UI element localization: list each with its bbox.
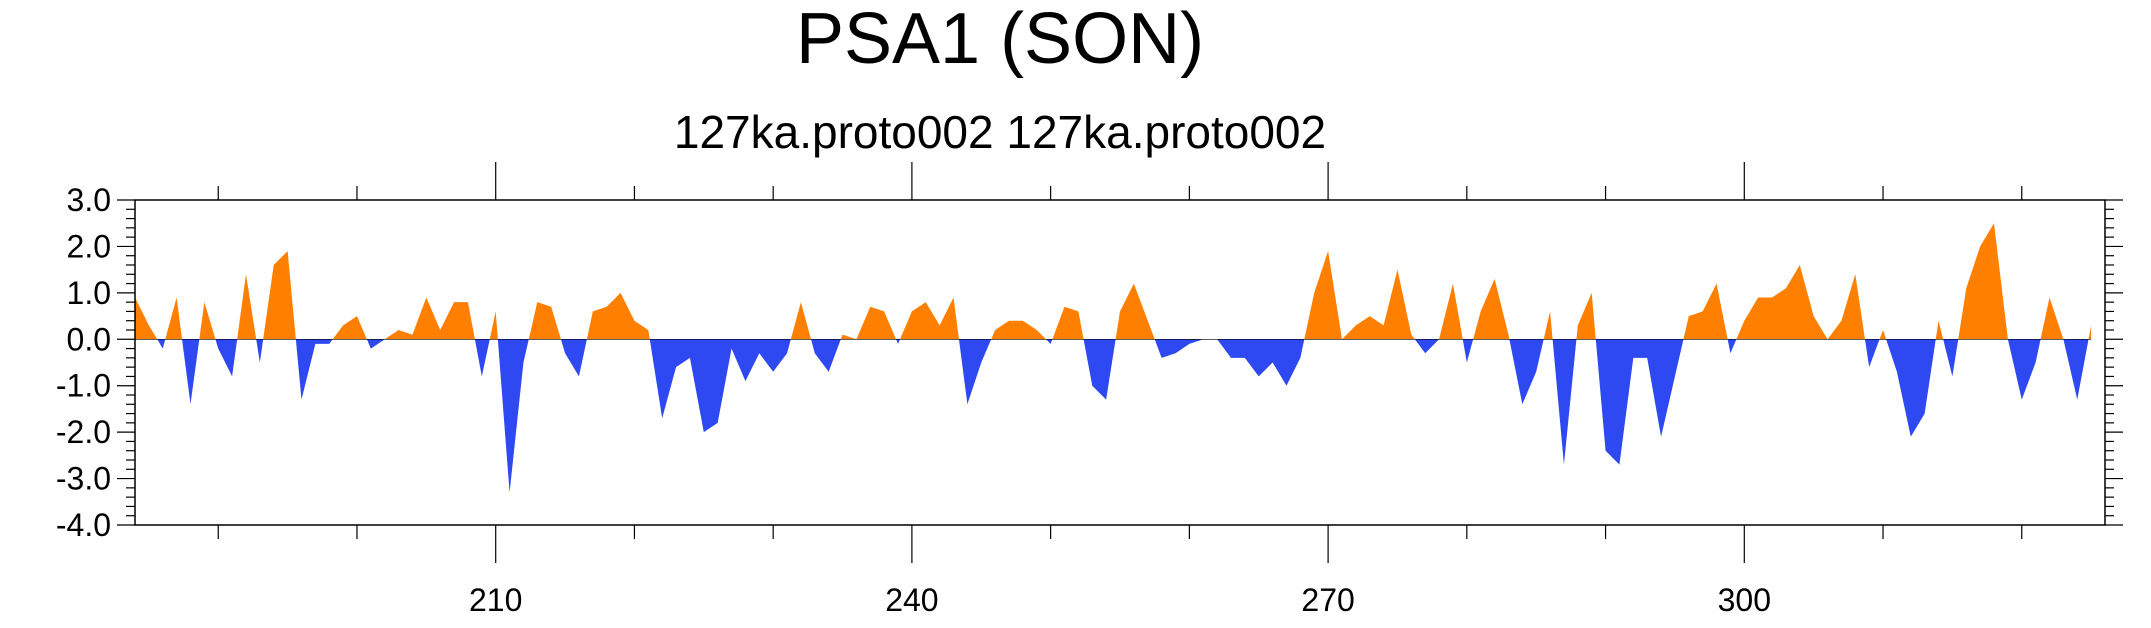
- negative-area-45: [1727, 339, 1737, 354]
- positive-area-46: [1736, 265, 1865, 340]
- positive-area-8: [263, 251, 296, 340]
- negative-area-43: [1595, 339, 1684, 465]
- positive-area-42: [1576, 292, 1596, 340]
- negative-area-55: [2063, 339, 2089, 400]
- positive-area-14: [489, 311, 498, 340]
- negative-area-29: [1083, 339, 1116, 400]
- positive-area-48: [1879, 330, 1887, 340]
- negative-area-3: [182, 339, 200, 405]
- negative-area-13: [474, 339, 490, 377]
- negative-area-25: [958, 339, 992, 405]
- positive-area-38: [1473, 278, 1510, 340]
- positive-area-16: [528, 302, 561, 340]
- negative-area-11: [366, 339, 385, 349]
- y-tick-label: 2.0: [67, 228, 111, 264]
- negative-area-9: [295, 339, 333, 400]
- negative-area-41: [1552, 339, 1577, 465]
- series-area-group: [135, 223, 2092, 493]
- y-tick-label: -2.0: [56, 414, 111, 450]
- x-tick-label: 270: [1301, 582, 1354, 618]
- negative-area-7: [256, 339, 264, 363]
- negative-area-35: [1414, 339, 1440, 354]
- chart-title: PSA1 (SON): [796, 0, 1204, 79]
- chart-subtitle: 127ka.proto002 127ka.proto002: [674, 106, 1326, 158]
- positive-area-36: [1439, 283, 1463, 340]
- positive-area-56: [2088, 325, 2092, 340]
- positive-area-4: [199, 302, 216, 340]
- y-tick-label: -1.0: [56, 368, 111, 404]
- positive-area-10: [332, 316, 367, 340]
- positive-area-26: [991, 320, 1047, 340]
- y-tick-label: -4.0: [56, 507, 111, 543]
- negative-area-53: [2007, 339, 2041, 400]
- positive-area-12: [384, 297, 475, 340]
- positive-area-34: [1304, 251, 1415, 340]
- axis-ticks-group: [117, 162, 2123, 563]
- positive-area-54: [2040, 297, 2064, 340]
- y-tick-label: 3.0: [67, 182, 111, 218]
- tick-labels-group: 3.0 2.0 1.0 0.0 -1.0 -2.0 -3.0 -4.0 210 240 270 300: [56, 182, 1771, 618]
- x-tick-label: 300: [1718, 582, 1771, 618]
- negative-area-39: [1509, 339, 1544, 405]
- negative-area-17: [560, 339, 587, 377]
- positive-area-40: [1543, 311, 1553, 340]
- negative-area-21: [811, 339, 841, 372]
- negative-area-23: [896, 339, 901, 344]
- positive-area-2: [165, 297, 183, 340]
- negative-area-1: [157, 339, 166, 349]
- y-tick-label: 0.0: [67, 321, 111, 357]
- negative-area-47: [1864, 339, 1880, 368]
- negative-area-5: [215, 339, 238, 377]
- negative-area-33: [1217, 339, 1305, 386]
- positive-area-50: [1935, 320, 1944, 340]
- negative-area-49: [1886, 339, 1936, 437]
- positive-area-52: [1958, 223, 2008, 340]
- x-tick-label: 210: [469, 582, 522, 618]
- negative-area-37: [1462, 339, 1474, 363]
- positive-area-0: [135, 297, 158, 340]
- positive-area-30: [1115, 283, 1155, 340]
- positive-area-22: [840, 306, 897, 340]
- positive-area-44: [1683, 283, 1728, 340]
- negative-area-31: [1154, 339, 1204, 358]
- positive-area-24: [900, 297, 959, 340]
- plot-frame: [134, 199, 2106, 526]
- positive-area-18: [586, 292, 650, 340]
- positive-area-6: [237, 274, 257, 340]
- positive-area-28: [1052, 306, 1084, 340]
- negative-area-19: [649, 339, 791, 433]
- x-tick-label: 240: [885, 582, 938, 618]
- y-tick-label: -3.0: [56, 461, 111, 497]
- y-tick-label: 1.0: [67, 275, 111, 311]
- positive-area-20: [790, 302, 812, 340]
- negative-area-15: [497, 339, 529, 493]
- negative-area-51: [1943, 339, 1959, 377]
- negative-area-27: [1046, 339, 1053, 344]
